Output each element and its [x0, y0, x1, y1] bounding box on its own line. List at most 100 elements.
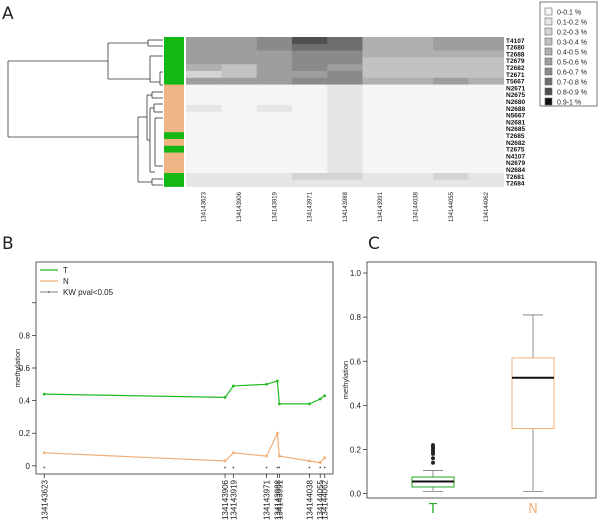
heatmap-cell: [291, 50, 328, 58]
heatmap-cell: [256, 77, 293, 85]
legend-label: 0.8-0.9 %: [557, 90, 587, 97]
series-point-t: [318, 397, 322, 401]
legend-swatch: [544, 27, 553, 36]
group-color-cell: [164, 159, 184, 167]
heatmap-cell: [433, 145, 469, 153]
heatmap-cell: [256, 125, 293, 133]
heatmap-cell: [468, 43, 504, 51]
heatmap-cell: [327, 139, 363, 147]
heatmap-cell: [327, 166, 363, 174]
row-label: N2671: [506, 85, 526, 92]
heatmap-cell: [433, 43, 469, 51]
heatmap-row-labels: T4107T2680T2688T2679T2682T2671T5667N2671…: [506, 38, 526, 188]
heatmap-cell: [468, 118, 504, 126]
heatmap-cell: [221, 71, 257, 79]
heatmap-cell: [291, 139, 328, 147]
heatmap-cell: [397, 152, 434, 160]
column-label: 134143906: [237, 191, 243, 222]
group-color-cell: [164, 37, 184, 45]
significance-marker: [232, 466, 235, 469]
y-tick-label: 0.8: [19, 331, 31, 340]
significance-marker: [278, 466, 281, 469]
row-label: T2682: [506, 65, 525, 72]
heatmap-cell: [433, 71, 469, 79]
y-tick-label: 0: [26, 462, 31, 471]
heatmap-cell: [291, 71, 328, 79]
row-label: N2688: [506, 106, 526, 113]
heatmap-cell: [397, 37, 434, 45]
legend-swatch: [544, 87, 553, 96]
heatmap-cell: [433, 64, 469, 72]
heatmap-cell: [221, 125, 257, 133]
heatmap-cell: [433, 50, 469, 58]
heatmap-cell: [186, 152, 222, 160]
heatmap-cell: [291, 132, 328, 140]
legend-swatch: [544, 7, 553, 16]
heatmap-cell: [327, 64, 363, 72]
column-label: 134144055: [449, 191, 455, 222]
legend-swatch: [544, 37, 553, 46]
heatmap-cell: [397, 145, 434, 153]
heatmap-cell: [256, 111, 293, 119]
heatmap-cell: [256, 173, 293, 181]
legend-label-kw: KW pval<0.05: [63, 288, 114, 297]
heatmap-cell: [362, 118, 399, 126]
heatmap-cell: [433, 139, 469, 147]
heatmap-cell: [468, 50, 504, 58]
heatmap-cell: [256, 84, 293, 92]
heatmap-cell: [468, 173, 504, 181]
row-label: N4107: [506, 153, 526, 160]
heatmap-cell: [433, 57, 469, 65]
heatmap-cell: [256, 71, 293, 79]
heatmap-cell: [468, 111, 504, 119]
significance-marker: [319, 466, 322, 469]
heatmap-cell: [256, 152, 293, 160]
heatmap-cell: [362, 98, 399, 106]
heatmap-cell: [221, 173, 257, 181]
heatmap-cell: [256, 139, 293, 147]
heatmap-cell: [433, 179, 469, 187]
heatmap-cell: [256, 57, 293, 65]
row-label: N2681: [506, 119, 526, 126]
column-label: 134143919: [272, 191, 278, 222]
group-color-cell: [164, 64, 184, 72]
heatmap-cell: [221, 118, 257, 126]
panel-label-a: A: [2, 4, 14, 24]
heatmap-cell: [221, 166, 257, 174]
group-color-cell: [164, 50, 184, 58]
legend-label-n: N: [63, 277, 69, 286]
heatmap-legend: 0-0.1 % 0.1-0.2 % 0.2-0.3 % 0.3-0.4 % 0.4-0.…: [539, 1, 598, 107]
heatmap-cell: [221, 64, 257, 72]
legend-label: 0-0.1 %: [557, 10, 581, 17]
heatmap-cell: [468, 64, 504, 72]
heatmap-cell: [186, 111, 222, 119]
row-label: N2680: [506, 99, 526, 106]
heatmap-cell: [397, 139, 434, 147]
heatmap-cell: [327, 37, 363, 45]
legend-label: 0.2-0.3 %: [557, 30, 587, 37]
heatmap-cell: [362, 152, 399, 160]
heatmap-cell: [291, 43, 328, 51]
heatmap-cell: [397, 50, 434, 58]
heatmap-cell: [221, 91, 257, 99]
heatmap-cell: [256, 179, 293, 187]
heatmap-cell: [291, 91, 328, 99]
legend-label: 0.1-0.2 %: [557, 20, 587, 27]
heatmap-cell: [397, 91, 434, 99]
series-point-n: [223, 459, 227, 463]
heatmap-cell: [186, 139, 222, 147]
group-color-cell: [164, 77, 184, 85]
outlier-point: [431, 460, 435, 465]
significance-marker: [265, 466, 268, 469]
legend-swatch: [544, 17, 553, 26]
line-plot-legend: T N KW pval<0.05: [40, 266, 114, 297]
heatmap-cell: [327, 71, 363, 79]
heatmap-cell: [397, 64, 434, 72]
heatmap-cell: [221, 50, 257, 58]
heatmap-cell: [291, 111, 328, 119]
heatmap-cell: [186, 43, 222, 51]
row-label: N2675: [506, 92, 526, 99]
heatmap-cell: [221, 37, 257, 45]
legend-label: 0.4-0.5 %: [557, 50, 587, 57]
heatmap-cell: [468, 132, 504, 140]
